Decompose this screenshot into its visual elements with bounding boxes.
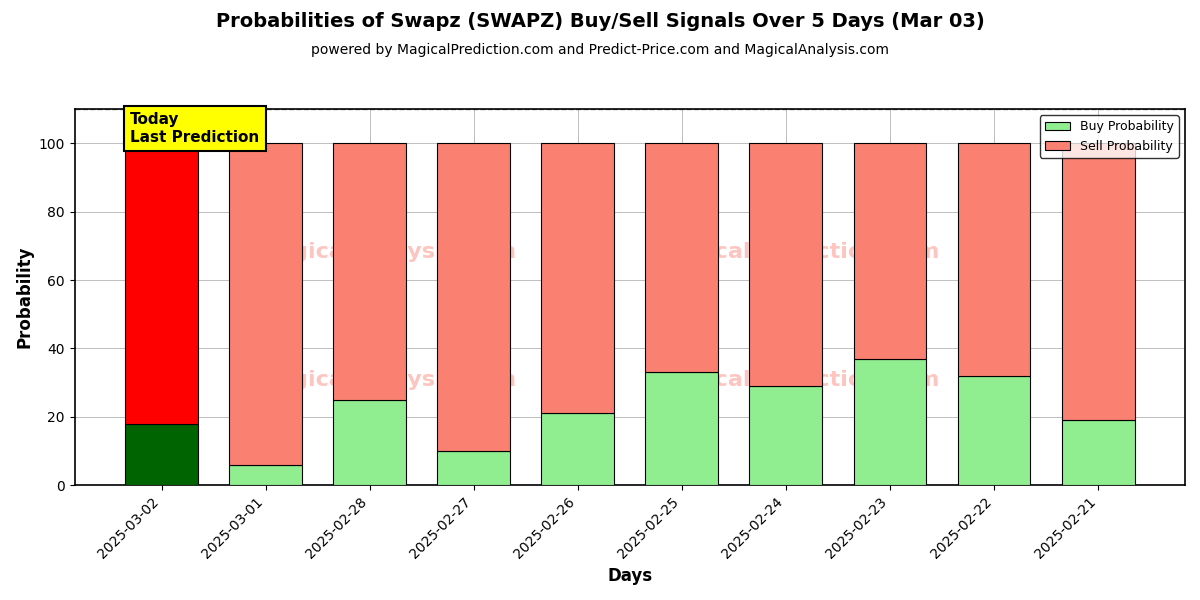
- Bar: [125, 424, 198, 485]
- Bar: [334, 143, 406, 400]
- Text: MagicalPrediction.com: MagicalPrediction.com: [654, 370, 940, 390]
- Bar: [541, 413, 614, 485]
- Bar: [334, 400, 406, 485]
- Bar: [853, 359, 926, 485]
- Text: MagicalAnalysis.com: MagicalAnalysis.com: [254, 370, 516, 390]
- Bar: [646, 373, 719, 485]
- Bar: [229, 143, 302, 465]
- Text: powered by MagicalPrediction.com and Predict-Price.com and MagicalAnalysis.com: powered by MagicalPrediction.com and Pre…: [311, 43, 889, 57]
- Bar: [125, 143, 198, 424]
- Text: MagicalAnalysis.com: MagicalAnalysis.com: [254, 242, 516, 262]
- Text: Today
Last Prediction: Today Last Prediction: [131, 112, 259, 145]
- Text: MagicalPrediction.com: MagicalPrediction.com: [654, 242, 940, 262]
- Bar: [1062, 143, 1134, 421]
- Bar: [646, 143, 719, 373]
- Bar: [958, 143, 1031, 376]
- Bar: [541, 143, 614, 413]
- Bar: [437, 143, 510, 451]
- Bar: [1062, 421, 1134, 485]
- Y-axis label: Probability: Probability: [16, 246, 34, 349]
- Text: Probabilities of Swapz (SWAPZ) Buy/Sell Signals Over 5 Days (Mar 03): Probabilities of Swapz (SWAPZ) Buy/Sell …: [216, 12, 984, 31]
- Bar: [853, 143, 926, 359]
- Bar: [437, 451, 510, 485]
- Bar: [958, 376, 1031, 485]
- Bar: [750, 143, 822, 386]
- Legend: Buy Probability, Sell Probability: Buy Probability, Sell Probability: [1040, 115, 1178, 158]
- X-axis label: Days: Days: [607, 567, 653, 585]
- Bar: [750, 386, 822, 485]
- Bar: [229, 465, 302, 485]
